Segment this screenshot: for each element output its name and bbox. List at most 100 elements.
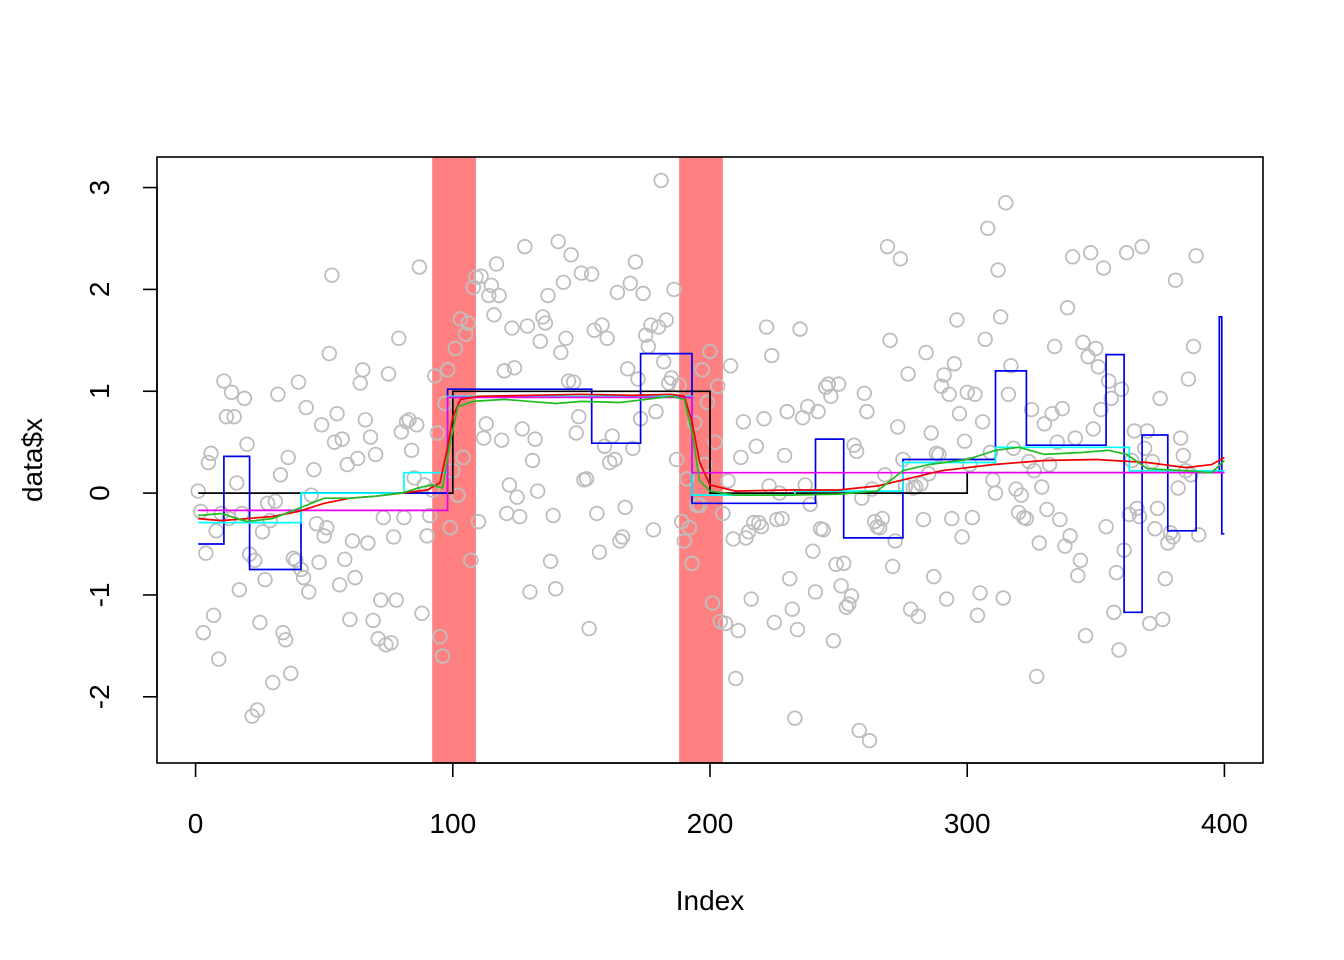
data-point — [1072, 552, 1089, 569]
data-point — [360, 535, 376, 551]
data-point — [1129, 500, 1145, 517]
data-point — [1180, 371, 1197, 387]
data-point — [900, 366, 916, 382]
data-point — [676, 533, 692, 549]
data-point — [558, 330, 574, 346]
data-point — [1036, 416, 1053, 432]
data-point — [1093, 401, 1109, 418]
data-point — [776, 447, 793, 464]
data-point — [357, 412, 374, 428]
data-point — [216, 373, 232, 389]
data-point — [841, 596, 857, 612]
series-line-green — [198, 395, 1225, 523]
data-point — [969, 607, 986, 624]
data-point — [704, 595, 721, 611]
data-point — [1111, 642, 1127, 658]
data-point — [421, 507, 438, 524]
series-line-magenta — [198, 396, 1225, 512]
data-point — [571, 409, 587, 425]
data-point — [1067, 430, 1083, 446]
data-point — [941, 386, 957, 403]
data-point — [879, 238, 896, 255]
data-point — [679, 471, 695, 487]
data-point — [383, 635, 399, 651]
data-point — [833, 578, 849, 594]
data-point — [787, 710, 803, 726]
data-point — [766, 614, 783, 631]
data-point — [931, 446, 947, 463]
data-point — [254, 524, 271, 540]
data-point — [473, 268, 489, 284]
data-point — [807, 584, 824, 600]
data-point — [1059, 300, 1076, 316]
data-point — [555, 274, 572, 290]
y-tick-label: 1 — [84, 383, 115, 399]
data-point — [630, 371, 646, 387]
data-point — [252, 614, 268, 631]
data-point — [308, 515, 325, 532]
data-point — [537, 315, 554, 331]
data-point — [715, 505, 731, 522]
data-point — [591, 544, 608, 560]
data-point — [427, 368, 443, 384]
data-point — [398, 414, 415, 430]
data-point — [295, 569, 312, 586]
data-point — [553, 344, 569, 361]
data-point — [614, 529, 631, 545]
data-point — [920, 466, 937, 482]
data-point — [529, 483, 546, 499]
data-point — [717, 615, 734, 632]
data-point — [702, 343, 718, 360]
data-point — [324, 267, 340, 283]
data-point — [823, 388, 839, 405]
data-point — [1064, 249, 1081, 265]
data-point — [851, 722, 867, 739]
data-point — [972, 585, 988, 601]
data-point — [815, 522, 831, 538]
data-point — [692, 497, 708, 514]
data-point — [270, 386, 286, 403]
data-point — [1144, 453, 1161, 470]
data-point — [362, 429, 379, 445]
data-point — [432, 629, 448, 645]
data-point — [1054, 400, 1071, 417]
data-point — [373, 592, 389, 608]
data-point — [342, 611, 358, 628]
data-point — [578, 471, 595, 487]
y-tick-label: 0 — [84, 485, 115, 501]
data-point — [964, 509, 981, 526]
data-point — [1139, 423, 1155, 439]
data-point — [892, 251, 909, 267]
data-point — [439, 362, 456, 378]
data-point — [568, 425, 584, 441]
y-tick-label: 2 — [84, 282, 115, 298]
data-point — [1075, 334, 1091, 351]
data-point — [913, 476, 929, 492]
data-point — [434, 648, 451, 664]
data-point — [1070, 567, 1086, 584]
data-point — [313, 417, 330, 433]
data-point — [344, 533, 361, 549]
data-point — [1190, 527, 1207, 543]
data-point — [311, 554, 327, 571]
data-point — [910, 608, 927, 625]
data-point — [239, 436, 255, 452]
data-point — [447, 340, 464, 357]
data-point — [275, 624, 291, 641]
data-point — [419, 528, 435, 544]
data-point — [486, 307, 502, 323]
data-point — [385, 529, 402, 545]
data-point — [334, 431, 350, 447]
fitted-lines — [198, 316, 1225, 614]
data-point — [1003, 358, 1019, 374]
data-point — [887, 533, 903, 549]
data-point — [501, 477, 518, 493]
data-point — [527, 431, 543, 447]
data-point — [607, 451, 623, 468]
data-point — [388, 592, 404, 608]
data-point — [411, 259, 428, 275]
data-point — [612, 533, 628, 549]
data-point — [1095, 260, 1112, 276]
data-point — [1157, 570, 1173, 587]
y-axis: -2 -1 0 1 2 3 — [84, 180, 158, 709]
